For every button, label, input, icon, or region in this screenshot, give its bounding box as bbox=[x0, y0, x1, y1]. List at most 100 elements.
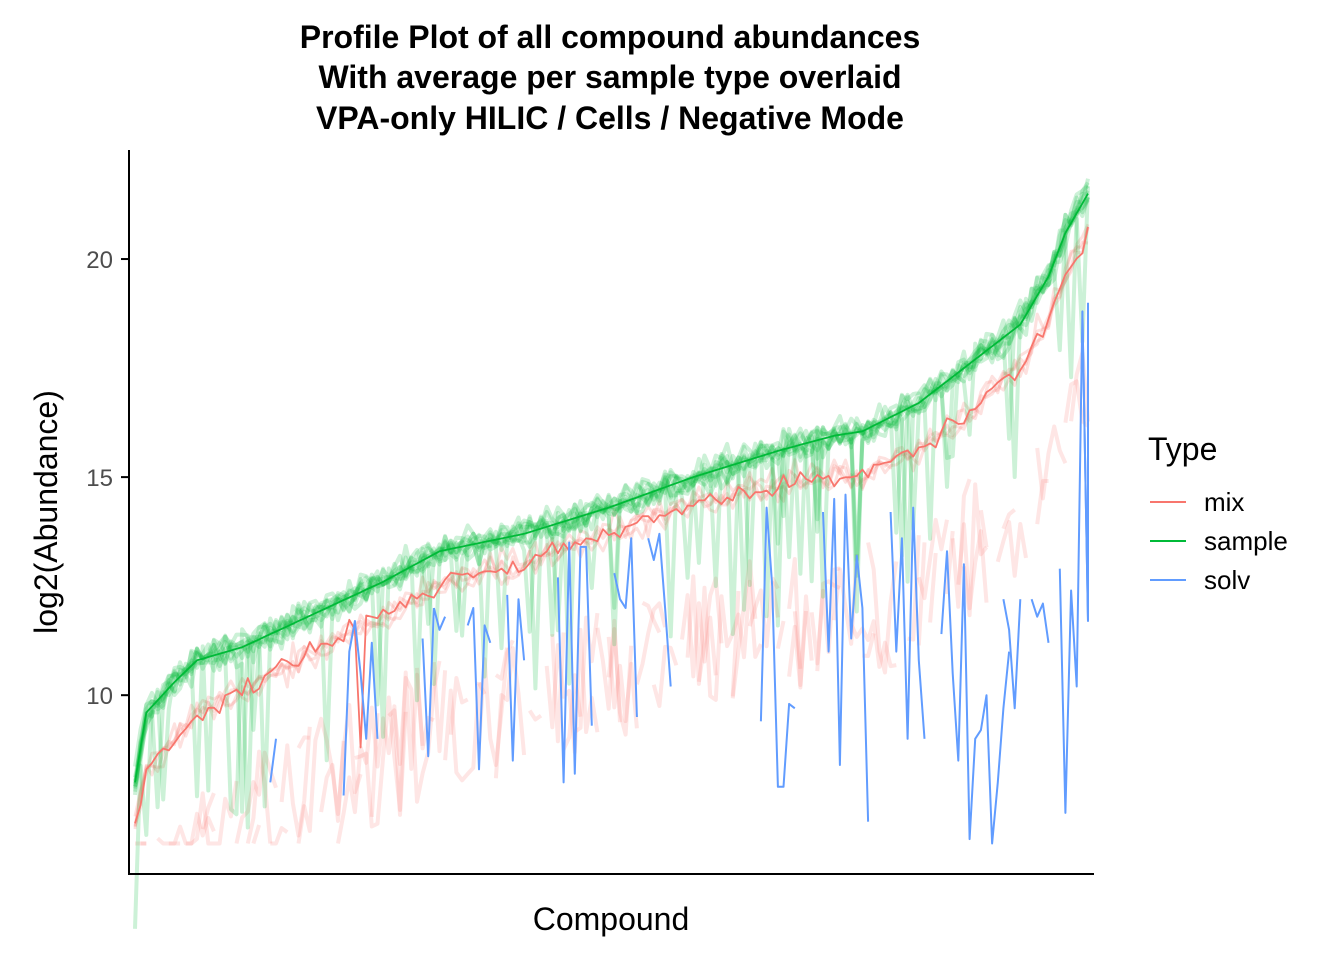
solv-replicate-trace bbox=[849, 619, 897, 669]
solv-average-segment bbox=[466, 607, 492, 771]
solv-replicate-trace bbox=[775, 620, 786, 649]
solv-average-segment bbox=[822, 493, 870, 822]
sample-replicate-trace bbox=[133, 186, 1090, 799]
solv-replicate-trace bbox=[234, 750, 278, 844]
solv-replicate-trace bbox=[995, 520, 1028, 578]
plot-area bbox=[133, 178, 1090, 929]
chart-title-line-1: Profile Plot of all compound abundances bbox=[300, 19, 921, 55]
chart-title-line-3: VPA-only HILIC / Cells / Negative Mode bbox=[316, 100, 904, 136]
solv-replicate-trace bbox=[573, 612, 600, 734]
axes: 10 15 20 bbox=[86, 150, 1094, 875]
solv-replicate-trace bbox=[651, 644, 679, 708]
solv-replicate-trace bbox=[606, 636, 639, 729]
solv-replicate-trace bbox=[1035, 479, 1049, 525]
mix-replicate-trace bbox=[133, 223, 1090, 830]
sample-replicate-trace bbox=[133, 198, 1090, 814]
solv-average-segment bbox=[1030, 598, 1050, 643]
solv-replicate-trace bbox=[251, 824, 262, 845]
solv-replicate-trace bbox=[156, 811, 216, 846]
solv-replicate-trace bbox=[544, 627, 600, 755]
y-axis-label: log2(Abundance) bbox=[28, 390, 64, 634]
solv-replicate-trace bbox=[680, 593, 718, 679]
mix-replicate-trace bbox=[133, 227, 1090, 827]
solv-replicate-trace bbox=[866, 542, 899, 675]
solv-average-segment bbox=[613, 537, 638, 718]
solv-replicate-trace bbox=[978, 509, 989, 548]
solv-replicate-trace bbox=[494, 647, 510, 681]
solv-average-segment bbox=[556, 541, 593, 784]
solv-replicate-trace bbox=[443, 681, 481, 783]
solv-replicate-trace bbox=[950, 478, 972, 609]
solv-replicate-trace bbox=[792, 611, 803, 669]
sample-replicate-trace bbox=[133, 197, 1090, 810]
sample-replicate-trace bbox=[133, 178, 1090, 830]
chart-title: Profile Plot of all compound abundances … bbox=[300, 19, 921, 136]
solv-average-segment bbox=[342, 620, 379, 796]
solv-replicate-trace bbox=[730, 590, 741, 697]
solv-replicate-trace bbox=[928, 552, 938, 623]
solv-average-segment bbox=[432, 607, 447, 631]
solv-replicate-trace bbox=[336, 704, 408, 844]
solv-replicate-trace bbox=[961, 482, 989, 618]
solv-average-segment bbox=[421, 607, 435, 758]
y-tick-label-10: 10 bbox=[86, 683, 113, 710]
legend-label-solv: solv bbox=[1204, 565, 1250, 595]
solv-replicate-trace bbox=[550, 632, 566, 744]
solv-replicate-trace bbox=[956, 522, 989, 611]
solv-average-segment bbox=[647, 532, 672, 687]
solv-replicate-trace bbox=[696, 576, 724, 683]
solv-replicate-trace bbox=[634, 601, 668, 685]
solv-average-segment bbox=[940, 550, 1011, 845]
sample-replicate-trace bbox=[133, 181, 1090, 767]
solv-replicate-trace bbox=[595, 618, 622, 723]
solv-average-segment bbox=[1002, 599, 1022, 710]
solv-replicate-trace bbox=[606, 627, 634, 737]
solv-replicate-trace bbox=[1001, 508, 1016, 530]
solv-replicate-trace bbox=[431, 661, 448, 754]
solv-replicate-trace bbox=[200, 792, 216, 830]
y-tick-label-20: 20 bbox=[86, 247, 113, 274]
solv-replicate-trace bbox=[1069, 351, 1090, 422]
legend-label-mix: mix bbox=[1204, 487, 1244, 517]
sample-replicate-trace bbox=[133, 191, 1089, 796]
legend: Type mix sample solv bbox=[1148, 431, 1288, 595]
solv-average-segment bbox=[269, 738, 277, 783]
sample-replicate-trace bbox=[133, 195, 1090, 929]
y-tick-label-15: 15 bbox=[86, 465, 113, 492]
solv-replicate-trace bbox=[279, 726, 312, 838]
solv-replicate-trace bbox=[916, 542, 927, 646]
solv-replicate-trace bbox=[770, 576, 780, 590]
solv-replicate-trace bbox=[730, 559, 758, 699]
solv-replicate-trace bbox=[685, 574, 763, 702]
solv-average-segment bbox=[506, 594, 526, 762]
solv-replicate-trace bbox=[296, 735, 310, 749]
chart-title-line-2: With average per sample type overlaid bbox=[318, 59, 901, 95]
solv-replicate-trace bbox=[354, 670, 435, 829]
solv-replicate-trace bbox=[528, 709, 543, 722]
solv-replicate-trace bbox=[641, 601, 662, 634]
solv-average-segment bbox=[889, 506, 926, 740]
sample-average-line bbox=[134, 193, 1089, 783]
legend-label-sample: sample bbox=[1204, 526, 1288, 556]
solv-replicate-trace bbox=[387, 660, 442, 804]
solv-replicate-trace bbox=[319, 740, 346, 823]
solv-replicate-trace bbox=[185, 780, 239, 846]
legend-title: Type bbox=[1148, 431, 1217, 467]
solv-replicate-trace bbox=[296, 703, 363, 844]
mix-average-line bbox=[134, 226, 1089, 824]
solv-average-segment bbox=[759, 506, 796, 788]
solv-replicate-trace bbox=[1035, 424, 1068, 501]
sample-replicate-trace bbox=[133, 195, 1090, 785]
solv-replicate-trace bbox=[787, 594, 814, 690]
x-axis-label: Compound bbox=[533, 901, 690, 937]
solv-replicate-trace bbox=[787, 557, 808, 687]
solv-replicate-trace bbox=[270, 826, 289, 846]
solv-replicate-trace bbox=[245, 749, 273, 844]
solv-replicate-trace bbox=[477, 639, 515, 767]
solv-replicate-trace bbox=[415, 667, 425, 747]
solv-replicate-trace bbox=[916, 517, 949, 601]
solv-replicate-trace bbox=[448, 676, 469, 735]
solv-average-segment bbox=[1081, 302, 1089, 622]
sample-replicate-trace bbox=[133, 189, 1090, 837]
